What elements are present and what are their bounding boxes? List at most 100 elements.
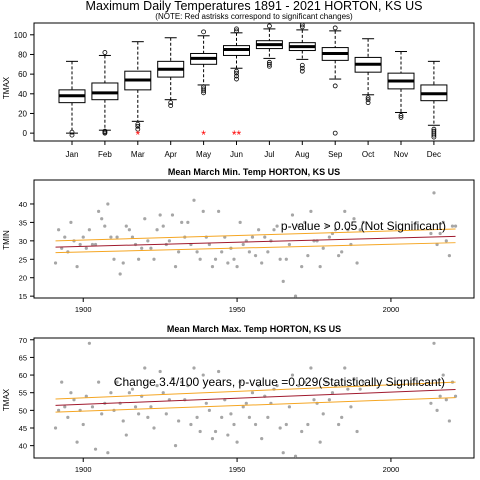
tmax-trend-line [55,389,456,406]
tmin-data-point [284,257,288,261]
tmax-annotation: Change 3.4/100 years, p-value =0.029(Sta… [114,375,445,389]
outlier-point [365,97,371,103]
tmin-data-point [127,228,131,232]
tmax-data-point [250,391,255,395]
tmax-data-point [201,373,205,377]
outlier-point [299,68,305,74]
outlier-point [332,25,338,31]
tmin-data-point [195,250,199,254]
tmax-data-point [300,429,304,434]
x-tick-label: Aug [295,150,309,159]
tmin-data-point [293,294,298,298]
x-tick-label: Dec [427,150,441,159]
tmax-data-point [321,412,325,416]
outlier-point [201,84,207,90]
tmax-data-point [266,415,270,420]
tmin-data-point [201,209,205,213]
tmin-y-tick-label: 15 [19,292,27,301]
tmax-data-point [349,405,353,409]
tmax-data-point [241,405,245,409]
tmin-data-point [72,239,76,243]
outlier-point [365,95,371,101]
tmin-data-point [327,235,331,239]
outlier-point [234,70,239,76]
tmax-data-point [324,380,328,384]
tmax-data-point [235,440,239,444]
tmax-data-point [318,440,322,444]
tmin-data-point [235,265,239,269]
tmin-y-tick-label: 30 [19,237,27,246]
outlier-point [201,29,207,35]
tmin-data-point [432,191,436,195]
y-tick-label: 80 [18,50,27,59]
tmin-data-point [177,250,181,254]
outlier-point [299,24,305,30]
tmin-y-tick-label: 35 [19,218,27,227]
tmin-data-point [321,246,325,250]
tmin-y-tick-label: 25 [19,255,27,264]
tmax-data-point [453,394,458,398]
tmin-title: Mean March Min. Temp HORTON, KS US [168,167,340,177]
tmin-data-point [100,217,104,221]
tmin-data-point [361,220,365,225]
tmax-data-point [327,398,331,402]
outlier-point [365,100,371,106]
outlier-point [69,129,75,135]
tmax-y-tick-label: 70 [19,336,27,345]
tmin-data-point [333,228,338,232]
tmin-confidence-upper [55,228,456,242]
tmin-data-point [118,272,122,276]
tmax-y-tick-label: 60 [19,371,27,380]
outlier-point [398,115,404,120]
outlier-point [234,76,239,82]
x-tick-label: Nov [394,150,408,159]
tmin-data-point [275,224,279,228]
tmax-data-point [297,384,301,388]
tmin-data-point [90,242,95,247]
tmin-data-point [241,242,245,247]
tmin-data-point [130,235,135,239]
tmax-data-point [330,391,335,395]
x-tick-label: Feb [98,150,112,159]
tmax-data-point [127,391,131,395]
tmax-data-point [220,415,224,420]
y-tick-label: 40 [18,90,27,99]
tmax-data-point [309,366,313,370]
tmin-data-point [250,235,255,239]
tmax-data-point [210,436,215,441]
tmax-data-point [207,408,211,412]
tmax-data-point [333,384,338,388]
tmax-data-point [247,415,251,420]
tmax-data-point [343,366,347,370]
tmax-data-point [149,405,153,409]
significance-marker: ** [232,128,242,142]
tmin-data-point [84,246,88,250]
tmin-data-point [143,217,147,221]
outlier-point [431,126,437,132]
tmin-data-point [93,242,98,247]
significance-marker: * [201,128,206,142]
tmin-frame [33,179,475,299]
tmin-data-point [112,257,116,261]
outlier-point [266,61,272,67]
tmax-data-point [81,422,85,427]
tmin-x-tick-label: 1900 [75,305,92,314]
tmin-data-point [158,213,162,217]
outlier-point [234,73,239,79]
tmin-data-point [447,253,451,258]
tmax-data-point [152,426,156,430]
tmin-data-point [69,220,73,225]
tmin-data-point [337,253,341,258]
tmin-data-point [210,265,215,269]
outlier-point [299,62,305,68]
tmin-data-point [300,265,304,269]
tmax-data-point [133,405,138,409]
tmax-data-point [97,380,101,384]
tmin-data-point [121,261,125,265]
tmin-data-point [124,224,128,228]
tmax-data-point [229,412,233,416]
tmax-data-point [361,380,365,384]
tmin-confidence-lower [55,242,456,254]
tmin-data-point [438,231,442,236]
